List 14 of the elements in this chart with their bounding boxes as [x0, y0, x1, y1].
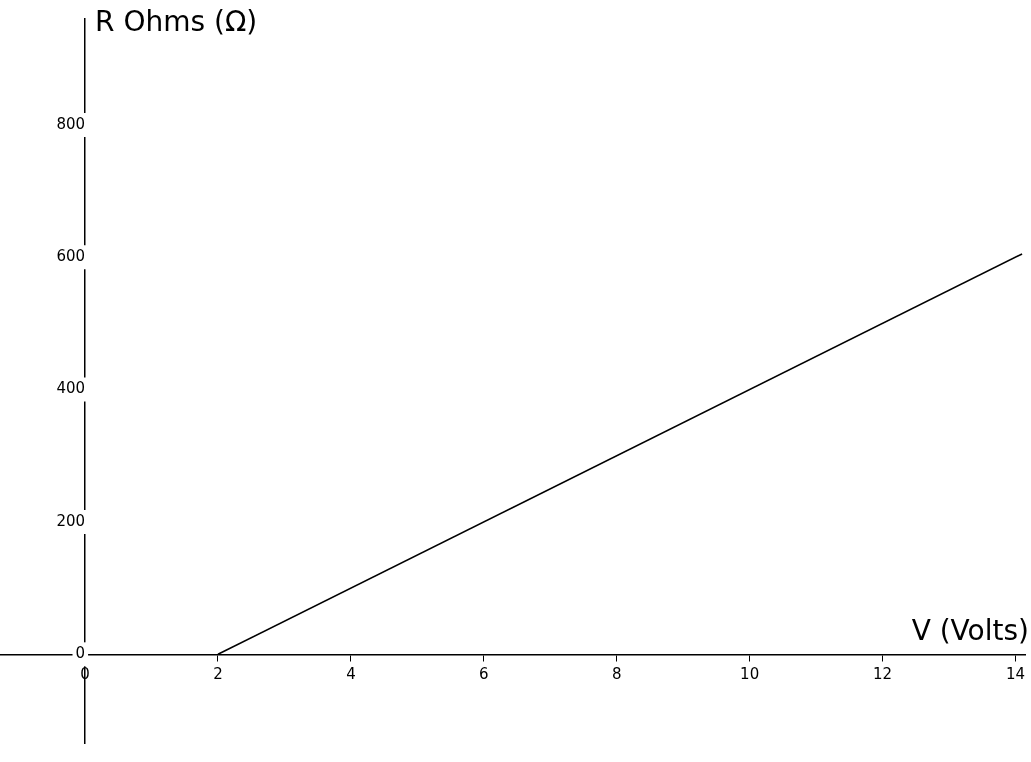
- y-tick-label: 200: [56, 511, 86, 530]
- x-tick-label: 10: [740, 665, 760, 684]
- x-tick-label: 4: [346, 665, 356, 684]
- x-axis-title: V (Volts): [911, 613, 1029, 647]
- x-tick-label: 12: [873, 665, 893, 684]
- x-tick-label: 8: [611, 665, 622, 684]
- y-axis-title: R Ohms (Ω): [95, 5, 258, 39]
- x-tick-label: 6: [479, 665, 489, 684]
- x-tick-label: 14: [1005, 665, 1025, 684]
- y-tick-label: 600: [56, 247, 86, 266]
- y-tick-label: 800: [56, 114, 86, 133]
- x-tick-label: 2: [213, 665, 223, 684]
- y-tick-label: 400: [56, 379, 86, 398]
- y-tick-label: 0: [75, 644, 86, 663]
